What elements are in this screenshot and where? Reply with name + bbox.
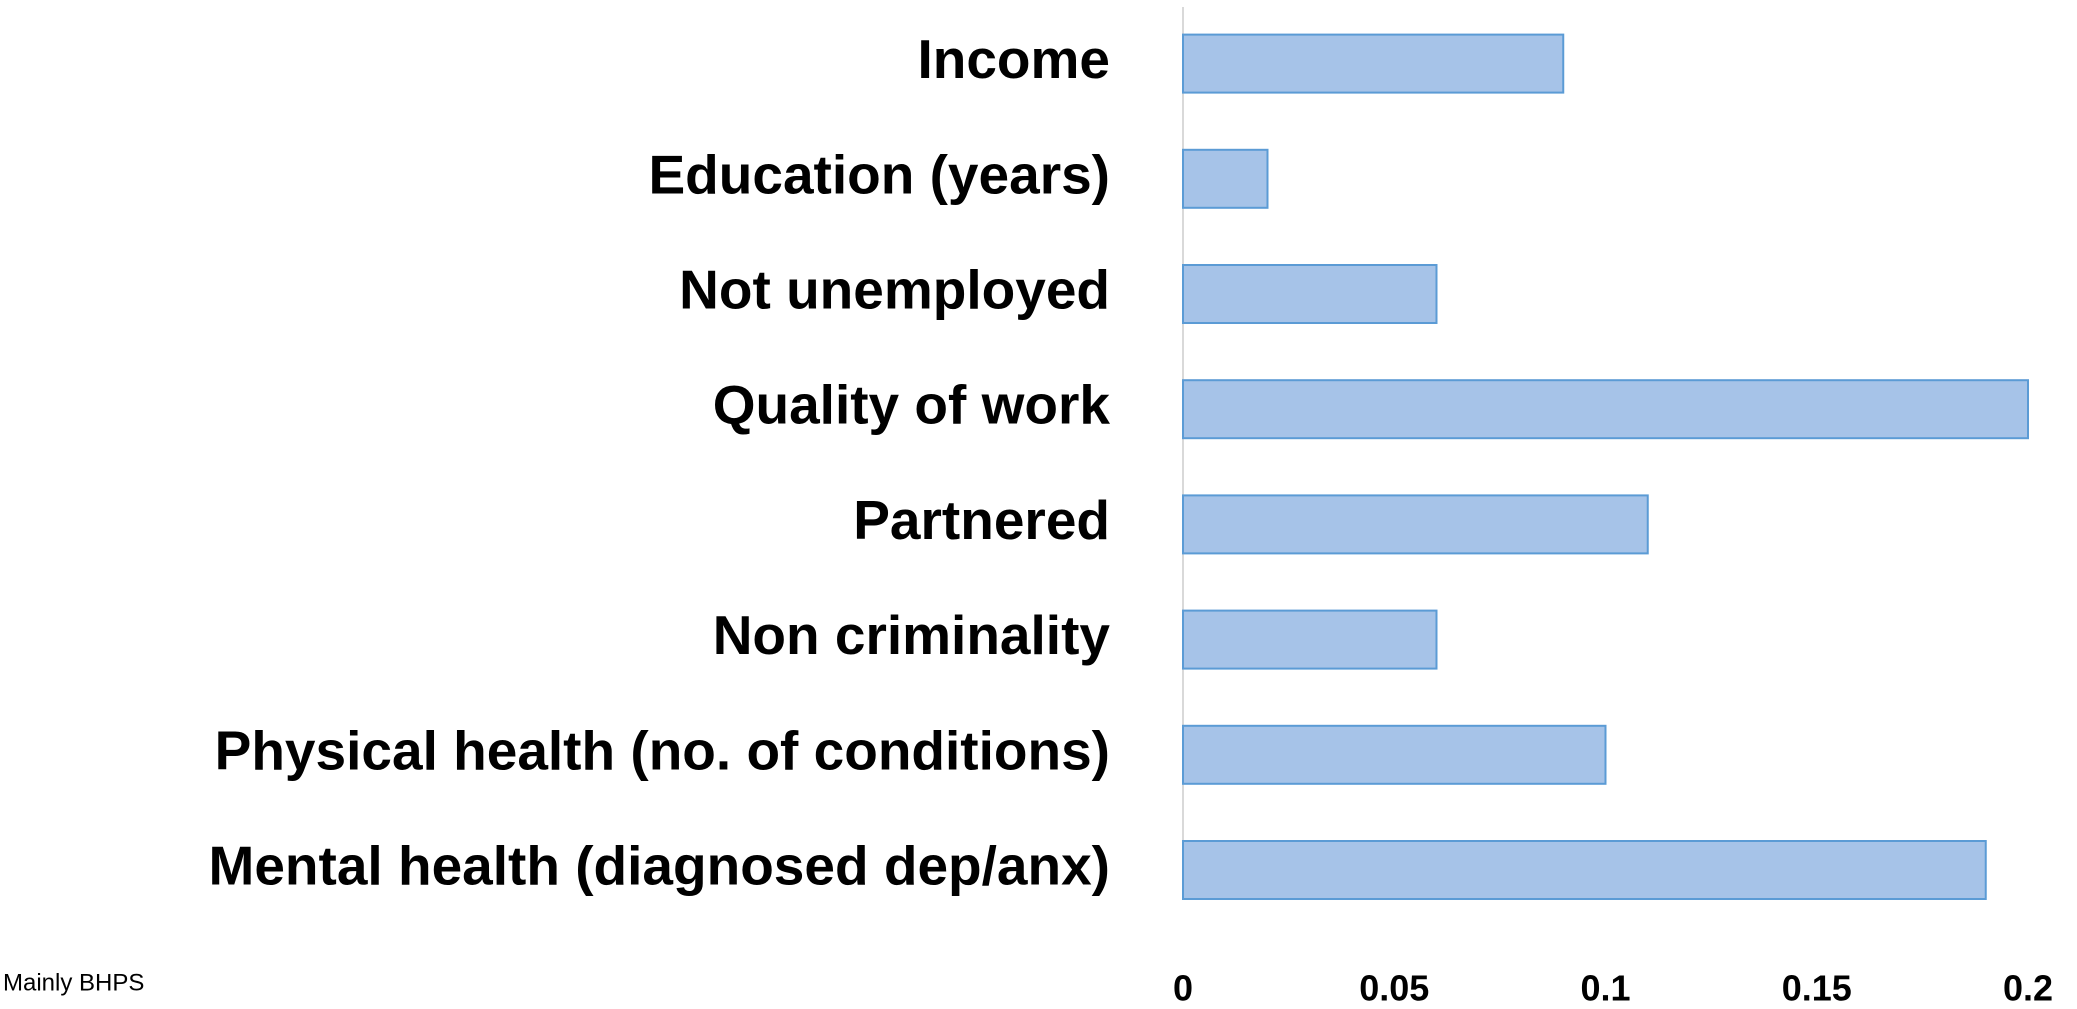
x-tick-label: 0: [1173, 968, 1193, 1009]
note: Mainly BHPS: [3, 969, 144, 996]
y-tick-label: Non criminality: [713, 604, 1111, 666]
bar: [1182, 148, 1269, 209]
y-tick-label: Quality of work: [713, 374, 1111, 436]
y-tick-label: Education (years): [648, 143, 1110, 205]
bar: [1182, 494, 1649, 555]
bar: [1182, 840, 1987, 900]
x-tick-label: 0.1: [1580, 968, 1630, 1009]
x-tick-label: 0.05: [1359, 968, 1429, 1009]
bar: [1182, 264, 1438, 324]
y-tick-label: Physical health (no. of conditions): [215, 719, 1110, 781]
bar: [1182, 609, 1438, 670]
x-tick-label: 0.15: [1782, 968, 1852, 1009]
y-tick-label: Mental health (diagnosed dep/anx): [209, 835, 1110, 897]
y-tick-label: Not unemployed: [679, 259, 1110, 321]
bar: [1182, 379, 2029, 440]
y-tick-label: Income: [917, 28, 1110, 90]
bar: [1182, 33, 1565, 94]
bar: [1182, 724, 1607, 785]
y-tick-label: Partnered: [853, 489, 1110, 551]
x-tick-label: 0.2: [2003, 968, 2053, 1009]
